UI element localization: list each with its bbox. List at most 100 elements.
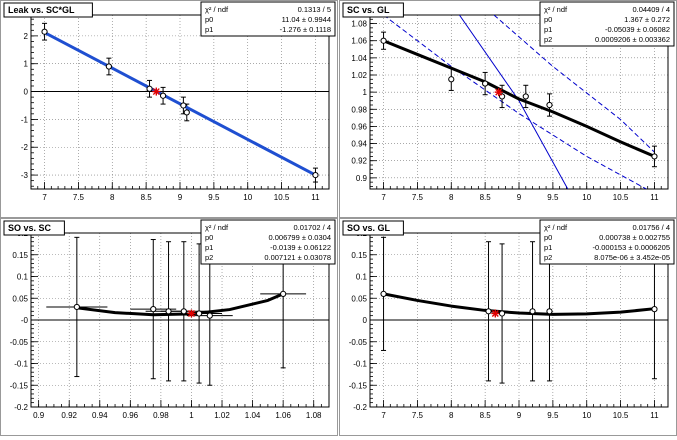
marker-stroke xyxy=(152,88,160,96)
y-tick-label: 0.05 xyxy=(351,294,367,303)
fit-curve xyxy=(43,31,317,177)
stats-label: χ² / ndf xyxy=(544,5,568,14)
x-tick-label: 8.5 xyxy=(480,411,492,420)
y-tick-label: 0.15 xyxy=(351,251,367,260)
y-tick-label: 0 xyxy=(24,88,29,97)
marker-stroke xyxy=(491,309,499,317)
point-marker xyxy=(485,308,492,315)
stats-label: p0 xyxy=(205,233,213,242)
stats-box xyxy=(200,1,336,37)
y-tick-label: 0.96 xyxy=(351,122,367,131)
stats-value: 8.075e-06 ± 3.452e-05 xyxy=(594,253,670,262)
x-tick-label: 7.5 xyxy=(73,193,85,202)
axis-ticks xyxy=(30,18,330,189)
chart-title: SC vs. GL xyxy=(347,5,390,15)
stats-value: 0.01702 / 4 xyxy=(293,223,331,232)
chart-so-vs-gl: 7 7.5 8 8.5 9 9.5 10 10.5 11 -0.2 -0.15 -0.1 -0.05 0 0… xyxy=(342,219,675,420)
chart-title: SO vs. SC xyxy=(8,223,52,233)
x-tick-label: 0.94 xyxy=(92,411,108,420)
point-marker xyxy=(651,153,658,160)
point-marker xyxy=(380,37,387,44)
stats-label: p1 xyxy=(205,243,213,252)
point-marker xyxy=(146,85,153,92)
stats-box xyxy=(539,219,675,265)
point-marker xyxy=(165,308,172,315)
y-tick-label: 0.94 xyxy=(351,140,367,149)
x-tick-label: 1.04 xyxy=(245,411,261,420)
point-marker xyxy=(150,306,157,313)
stats-value: 0.1313 / 5 xyxy=(298,5,331,14)
y-tick-label: 2 xyxy=(24,32,29,41)
stats-label: p0 xyxy=(205,15,213,24)
stats-value: 11.04 ± 0.9944 xyxy=(282,15,331,24)
x-tick-label: 7.5 xyxy=(412,193,424,202)
point-marker xyxy=(105,63,112,70)
x-tick-label: 1.06 xyxy=(275,411,291,420)
stats-value: 0.04409 / 4 xyxy=(632,5,670,14)
x-tick-label: 11 xyxy=(650,411,659,420)
nominal-point-marker xyxy=(491,309,500,318)
chart-sc-vs-gl: 7 7.5 8 8.5 9 9.5 10 10.5 11 0.9 0.92 0.94 0.96 0.98 1… xyxy=(342,1,675,202)
stats-label: χ² / ndf xyxy=(544,223,568,232)
plot-area xyxy=(46,233,307,386)
point-marker xyxy=(196,310,203,317)
point-marker xyxy=(522,93,529,100)
title-box xyxy=(342,220,404,236)
x-tick-label: 10.5 xyxy=(274,193,290,202)
stats-value: 0.000738 ± 0.002755 xyxy=(599,233,670,242)
x-tick-label: 8 xyxy=(110,193,115,202)
stats-value: -0.05039 ± 0.06082 xyxy=(605,25,670,34)
stats-value: 0.006799 ± 0.0304 xyxy=(268,233,331,242)
stats-label: p0 xyxy=(544,233,552,242)
y-tick-label: -2 xyxy=(21,143,29,152)
x-tick-label: 7 xyxy=(42,193,47,202)
point-marker xyxy=(546,101,553,109)
point-marker xyxy=(448,76,455,83)
fit-curve xyxy=(383,292,655,316)
x-tick-label: 9 xyxy=(178,193,183,202)
y-tick-label: 0.15 xyxy=(12,251,28,260)
point-marker xyxy=(380,290,387,298)
stats-value: 0.007121 ± 0.03078 xyxy=(264,253,331,262)
y-tick-label: -0.15 xyxy=(10,381,29,390)
y-tick-label: 0 xyxy=(363,316,368,325)
point-marker xyxy=(312,171,319,179)
y-tick-label: 1.06 xyxy=(351,37,367,46)
stats-label: p2 xyxy=(544,35,552,44)
point-marker xyxy=(183,109,190,116)
stats-box xyxy=(200,219,336,265)
stats-value: -0.000153 ± 0.0006205 xyxy=(592,243,670,252)
x-tick-label: 9.5 xyxy=(547,411,559,420)
point-marker xyxy=(529,308,536,315)
point-marker xyxy=(546,308,553,315)
x-tick-label: 0.92 xyxy=(61,411,77,420)
fit-curve xyxy=(382,39,656,158)
y-tick-label: -0.2 xyxy=(353,403,367,412)
x-tick-label: 7 xyxy=(381,411,386,420)
x-tick-label: 1.08 xyxy=(306,411,322,420)
point-marker xyxy=(206,312,213,319)
pad-so-vs-gl: 7 7.5 8 8.5 9 9.5 10 10.5 11 -0.2 -0.15 -0.1 -0.05 0 0… xyxy=(339,218,677,436)
x-tick-label: 9 xyxy=(517,411,522,420)
point-marker xyxy=(498,310,506,317)
confidence-band xyxy=(383,15,647,189)
x-tick-label: 1.02 xyxy=(214,411,230,420)
x-tick-label: 8.5 xyxy=(141,193,153,202)
title-box xyxy=(3,220,65,236)
y-tick-label: 0.1 xyxy=(356,273,368,282)
plot-area xyxy=(380,15,658,189)
stats-box xyxy=(539,1,675,47)
title-box xyxy=(342,2,404,18)
x-tick-label: 10.5 xyxy=(613,193,629,202)
axis-ticks xyxy=(369,14,669,189)
x-tick-label: 9 xyxy=(517,193,522,202)
x-tick-label: 10 xyxy=(243,193,252,202)
chart-title: SO vs. GL xyxy=(347,223,391,233)
point-marker xyxy=(73,303,80,311)
y-tick-label: -3 xyxy=(21,171,29,180)
grid xyxy=(31,15,329,189)
axis-ticks xyxy=(369,232,669,408)
x-tick-label: 0.98 xyxy=(153,411,169,420)
y-tick-label: 0.98 xyxy=(351,105,367,114)
y-tick-label: 1 xyxy=(363,88,368,97)
